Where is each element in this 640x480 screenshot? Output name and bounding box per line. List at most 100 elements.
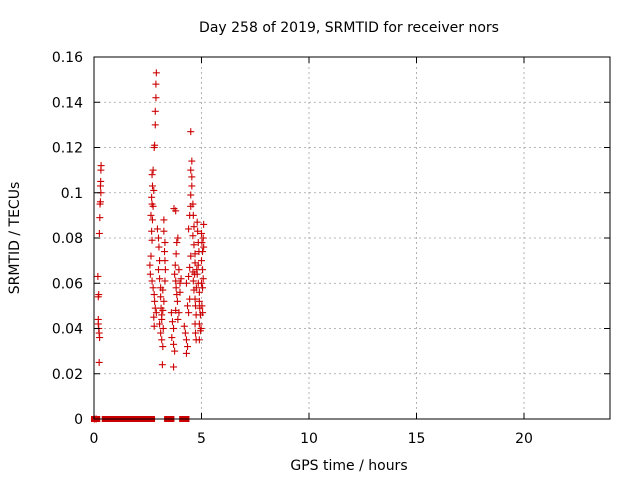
data-point	[197, 325, 205, 332]
plot-frame	[93, 56, 611, 420]
data-point	[170, 363, 178, 371]
data-point	[151, 121, 159, 129]
data-point	[150, 322, 158, 330]
data-point	[147, 211, 155, 219]
data-point	[149, 284, 157, 292]
data-point	[149, 202, 157, 210]
data-point	[182, 349, 190, 357]
data-point	[198, 257, 205, 265]
data-point	[195, 288, 203, 296]
data-point	[161, 248, 169, 256]
data-point	[191, 329, 199, 337]
data-point	[195, 320, 203, 328]
data-point	[152, 80, 160, 88]
data-point	[177, 275, 185, 283]
data-point	[187, 128, 195, 136]
data-point	[189, 200, 197, 208]
x-tick-label: 5	[197, 431, 206, 447]
data-points	[90, 69, 208, 423]
data-point	[189, 277, 197, 285]
data-point	[174, 234, 182, 242]
y-axis-label: SRMTID / TECUs	[7, 182, 23, 295]
axis-ticks	[93, 56, 610, 420]
data-point	[176, 279, 184, 287]
data-point	[159, 343, 167, 351]
data-point	[152, 309, 160, 317]
data-point	[193, 218, 201, 226]
data-point	[175, 309, 183, 317]
data-point	[96, 214, 104, 222]
data-point	[185, 225, 193, 233]
data-point	[159, 286, 167, 294]
data-point	[189, 232, 197, 240]
data-point	[188, 157, 196, 165]
data-point	[150, 186, 158, 194]
data-point	[187, 166, 195, 174]
data-point	[194, 261, 202, 269]
data-point	[97, 177, 105, 185]
data-point	[155, 234, 162, 242]
data-point	[190, 241, 198, 249]
data-point	[175, 266, 183, 274]
y-tick-label: 0.04	[52, 322, 83, 338]
data-point	[191, 270, 199, 278]
data-point	[184, 302, 192, 310]
data-point	[159, 325, 167, 332]
data-point	[176, 288, 184, 296]
data-point	[200, 220, 208, 228]
data-point	[199, 275, 207, 283]
data-point	[173, 239, 181, 247]
data-point	[188, 173, 196, 181]
data-point	[146, 270, 154, 278]
data-point	[199, 234, 207, 242]
data-point	[151, 107, 159, 115]
data-point	[200, 243, 208, 251]
data-point	[199, 309, 207, 317]
data-point	[161, 239, 169, 247]
data-point	[94, 272, 102, 280]
data-point	[161, 266, 169, 274]
data-point	[95, 229, 103, 237]
data-point	[150, 313, 158, 321]
data-point	[171, 347, 179, 355]
data-point	[96, 334, 104, 342]
data-point	[161, 277, 169, 285]
data-point	[188, 182, 196, 190]
data-point	[189, 211, 197, 219]
data-point	[172, 277, 180, 285]
data-point	[147, 252, 155, 260]
data-point	[168, 334, 176, 342]
data-point	[155, 266, 162, 274]
data-point	[168, 318, 176, 326]
data-point	[146, 261, 154, 269]
x-tick-labels: 0 5 10 15 20	[90, 431, 533, 447]
data-point	[156, 275, 164, 283]
x-tick-label: 10	[300, 431, 318, 447]
data-point	[191, 250, 199, 258]
y-tick-label: 0.1	[61, 186, 83, 202]
data-point	[158, 336, 166, 344]
data-point	[192, 284, 200, 292]
data-point	[170, 340, 178, 348]
data-point	[159, 306, 167, 314]
data-point	[182, 279, 190, 287]
data-point	[195, 336, 203, 344]
data-point	[181, 329, 189, 337]
data-point	[157, 329, 165, 337]
x-tick-label: 0	[90, 431, 99, 447]
data-point	[193, 266, 201, 274]
data-point	[173, 297, 181, 305]
data-point	[148, 193, 156, 201]
data-point	[148, 277, 156, 285]
data-point	[190, 223, 198, 231]
data-point	[184, 343, 192, 351]
data-point	[187, 252, 195, 260]
x-axis-label: GPS time / hours	[290, 458, 407, 474]
data-point	[148, 171, 156, 179]
data-point	[151, 141, 159, 149]
data-point	[167, 309, 175, 317]
data-point	[148, 216, 156, 224]
data-point	[96, 198, 104, 206]
y-tick-label: 0.16	[52, 50, 83, 66]
data-point	[160, 227, 168, 235]
